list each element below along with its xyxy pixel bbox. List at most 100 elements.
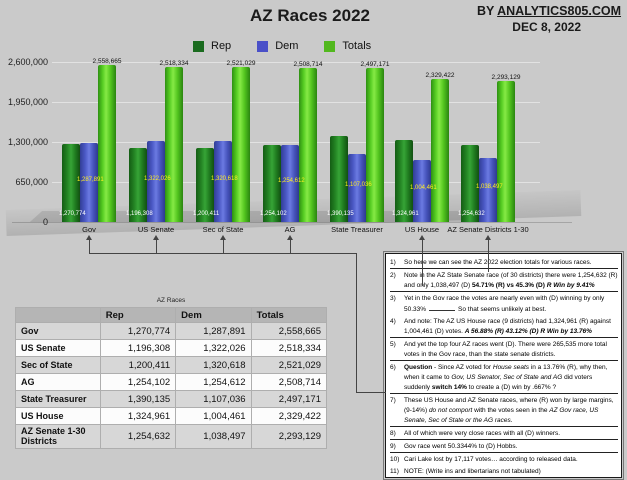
note-segment: NOTE: (Write ins and libertarians not ta… [404, 468, 541, 475]
note-segment: Gov race went 50.3344% to (D) Hobbs. [404, 443, 518, 450]
category-label: State Treasurer [331, 225, 383, 234]
note-segment: Cari Lake lost by 17,117 votes… accordin… [404, 456, 578, 463]
note-segment: So that seems unlikely at best. [458, 306, 547, 313]
connector-line [290, 240, 291, 253]
note-segment: do not comport [428, 407, 473, 414]
table-header-row: Rep Dem Totals [15, 307, 328, 323]
note-segment: 54.71% (R) vs 45.3% (D) [471, 282, 545, 289]
note-segment: House seats [492, 364, 530, 371]
legend-item-totals: Totals [324, 40, 371, 52]
note-item: 6) Question - Since AZ voted for House se… [390, 363, 618, 394]
notes-box: 1) So here we can see the AZ 2022 electio… [383, 251, 624, 480]
value-label-rep: 1,196,308 [126, 211, 153, 217]
chart-legend: Rep Dem Totals [193, 40, 371, 52]
table-cell: AG [15, 373, 101, 391]
table-cell: 1,322,026 [175, 339, 252, 357]
bar-totals-4 [299, 68, 317, 222]
note-item: 5) And yet the top four AZ races went (D)… [390, 340, 618, 361]
table-cell: 1,004,461 [175, 407, 252, 425]
table-cell: 2,329,422 [250, 407, 328, 425]
table-row: AG 1,254,102 1,254,612 2,508,714 [15, 373, 328, 391]
value-label-dem: 1,320,618 [211, 176, 238, 182]
note-text: Question - Since AZ voted for House seat… [404, 363, 618, 393]
table-header-cell [15, 307, 101, 323]
bar-totals-7 [497, 81, 515, 222]
table-cell: 1,270,774 [99, 322, 177, 340]
note-text: Cari Lake lost by 17,117 votes… accordin… [404, 455, 618, 465]
note-text: All of which were very close races with … [404, 429, 618, 439]
value-label-rep: 1,390,135 [327, 211, 354, 217]
table-row: Gov 1,270,774 1,287,891 2,558,665 [15, 322, 328, 340]
note-number: 9) [390, 443, 396, 450]
grid-line [52, 62, 540, 63]
note-segment: So here we can see the AZ 2022 election … [404, 259, 592, 266]
table-cell: 1,320,618 [175, 356, 252, 374]
value-label-rep: 1,270,774 [59, 211, 86, 217]
value-label-totals: 2,329,422 [425, 72, 455, 79]
legend-swatch-icon [193, 40, 204, 52]
category-label: Sec of State [202, 225, 244, 234]
note-text: Note in the AZ State Senate race (of 30 … [404, 271, 618, 291]
value-label-totals: 2,293,129 [491, 74, 521, 81]
note-item: 2) Note in the AZ State Senate race (of 3… [390, 271, 618, 292]
bar-rep-3 [196, 148, 214, 222]
note-segment: R Win by 13.76% [540, 328, 592, 335]
table-cell: 2,518,334 [250, 339, 328, 357]
note-item: 9) Gov race went 50.3344% to (D) Hobbs. [390, 442, 618, 453]
note-text: And yet the top four AZ races went (D). … [404, 340, 618, 360]
note-item: 3) Yet in the Gov race the votes are near… [390, 294, 618, 315]
note-text: Gov race went 50.3344% to (D) Hobbs. [404, 442, 618, 452]
grid-line [52, 142, 540, 143]
table-cell: Sec of State [15, 356, 101, 374]
table-title: AZ Races [156, 297, 186, 304]
note-segment: Note in the AZ State Senate race (of 30 … [404, 272, 618, 289]
connector-line [356, 253, 357, 392]
legend-item-rep: Rep [193, 40, 231, 52]
note-segment: Question [404, 364, 433, 371]
table-row: AZ Senate 1-30 Districts 1,254,632 1,038,4… [15, 424, 328, 449]
legend-label: Totals [342, 40, 372, 52]
table-cell: 2,558,665 [250, 322, 328, 340]
date-label: DEC 8, 2022 [512, 20, 581, 34]
byline: BY ANALYTICS805.COM DEC 8, 2022 [477, 4, 621, 34]
note-segment: AZ Gov race, US Senate, Sec of State or … [404, 407, 599, 424]
note-item: 7) These US House and AZ Senate races, wh… [390, 396, 618, 427]
y-tick-label: 1,300,000 [7, 137, 48, 147]
category-label: AG [284, 225, 296, 234]
y-tick-label: 650,000 [15, 177, 48, 187]
table-header-cell: Dem [175, 307, 252, 323]
up-arrow-icon [485, 235, 491, 240]
analytics805-link[interactable]: ANALYTICS805.COM [497, 4, 621, 18]
axis-baseline [12, 222, 572, 223]
underline-gap [429, 304, 456, 311]
category-label: Gov [82, 225, 96, 234]
note-text: Yet in the Gov race the votes are nearly… [404, 294, 618, 315]
bar-dem-4 [281, 145, 299, 222]
table-cell: Gov [15, 322, 101, 340]
table-cell: 1,038,497 [175, 424, 252, 449]
note-segment: did voters suddenly [404, 374, 593, 391]
note-item: 8) All of which were very close races wit… [390, 429, 618, 440]
table-row: Sec of State 1,200,411 1,320,618 2,521,029 [15, 356, 328, 374]
up-arrow-icon [86, 235, 92, 240]
table-cell: 1,287,891 [175, 322, 252, 340]
note-segment: with the votes seen in the [472, 407, 550, 414]
note-text: And note: The AZ US House race (9 distri… [404, 317, 618, 337]
bar-dem-7 [479, 158, 497, 222]
bar-dem-3 [214, 141, 232, 222]
note-text: These US House and AZ Senate races, wher… [404, 396, 618, 426]
connector-line [488, 240, 489, 272]
table-cell: 1,254,632 [99, 424, 177, 449]
note-segment: And note: The AZ US House race (9 distri… [404, 318, 611, 335]
bar-rep-4 [263, 145, 281, 222]
legend-label: Rep [211, 40, 232, 52]
value-label-totals: 2,518,334 [159, 60, 189, 67]
note-item: 1) So here we can see the AZ 2022 electio… [390, 258, 618, 269]
note-segment: Yet in the Gov race the votes are nearly… [404, 295, 605, 313]
y-tick-label: 0 [42, 217, 48, 227]
page-title: AZ Races 2022 [249, 6, 371, 25]
connector-line [89, 240, 90, 253]
connector-line [356, 392, 386, 393]
note-segment: R Win by 9.41% [546, 282, 595, 289]
value-label-rep: 1,324,961 [392, 211, 419, 217]
